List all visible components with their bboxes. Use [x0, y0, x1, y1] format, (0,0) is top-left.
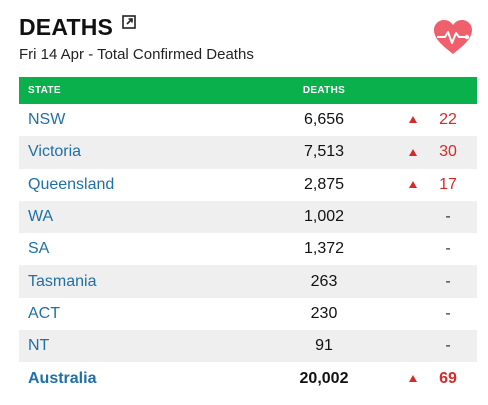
column-header-arrow — [399, 77, 419, 104]
state-link[interactable]: ACT — [28, 304, 60, 322]
total-deaths-value: 20,002 — [299, 369, 349, 387]
table-row: NT 91 - — [19, 330, 477, 363]
deaths-value: 263 — [310, 272, 338, 290]
table-header-row: STATE DEATHS — [19, 77, 477, 104]
column-header-change — [419, 77, 477, 104]
up-arrow-icon — [399, 104, 419, 136]
arrow-cell — [399, 330, 419, 362]
table-row: ACT 230 - — [19, 298, 477, 330]
change-value: - — [445, 304, 451, 322]
change-value: - — [445, 337, 451, 355]
table-row: Tasmania 263 - — [19, 265, 477, 298]
deaths-value: 7,513 — [303, 143, 345, 161]
state-link[interactable]: NSW — [28, 111, 66, 129]
state-link[interactable]: WA — [28, 208, 54, 226]
deaths-value: 2,875 — [303, 175, 345, 193]
total-change-value: 69 — [439, 369, 457, 387]
heart-pulse-icon — [434, 20, 472, 54]
change-value: 17 — [439, 175, 457, 193]
arrow-cell — [399, 201, 419, 233]
table-row: Queensland 2,875 17 — [19, 169, 477, 201]
change-value: - — [445, 208, 451, 226]
change-value: - — [445, 240, 451, 258]
page-title: DEATHS — [19, 14, 114, 40]
table-row: SA 1,372 - — [19, 233, 477, 265]
total-row: Australia 20,002 69 — [19, 362, 477, 394]
external-link-icon[interactable] — [122, 15, 136, 29]
title-row: DEATHS — [19, 14, 479, 40]
change-value: 30 — [439, 143, 457, 161]
table-row: NSW 6,656 22 — [19, 104, 477, 136]
table-row: WA 1,002 - — [19, 200, 477, 234]
total-state-link[interactable]: Australia — [28, 369, 97, 387]
column-header-deaths: DEATHS — [302, 85, 346, 96]
up-arrow-icon — [399, 136, 419, 168]
state-link[interactable]: SA — [28, 240, 50, 258]
column-header-state: STATE — [28, 85, 61, 96]
arrow-cell — [399, 298, 419, 330]
change-value: 22 — [439, 111, 457, 129]
state-link[interactable]: NT — [28, 337, 50, 355]
deaths-header: DEATHS Fri 14 Apr - Total Confirmed Deat… — [19, 14, 479, 74]
state-link[interactable]: Queensland — [28, 175, 115, 193]
arrow-cell — [399, 265, 419, 297]
table-row: Victoria 7,513 30 — [19, 136, 477, 169]
deaths-value: 1,372 — [303, 240, 345, 258]
state-link[interactable]: Victoria — [28, 143, 82, 161]
page-subtitle: Fri 14 Apr - Total Confirmed Deaths — [19, 46, 254, 63]
arrow-cell — [399, 233, 419, 265]
up-arrow-icon — [399, 169, 419, 201]
deaths-value: 91 — [315, 337, 333, 355]
deaths-value: 6,656 — [303, 111, 345, 129]
up-arrow-icon — [399, 362, 419, 394]
deaths-table: STATE DEATHS NSW 6,656 22 Victoria 7,513… — [19, 77, 477, 395]
deaths-value: 1,002 — [303, 208, 345, 226]
state-link[interactable]: Tasmania — [28, 272, 97, 290]
change-value: - — [445, 272, 451, 290]
deaths-value: 230 — [310, 304, 338, 322]
